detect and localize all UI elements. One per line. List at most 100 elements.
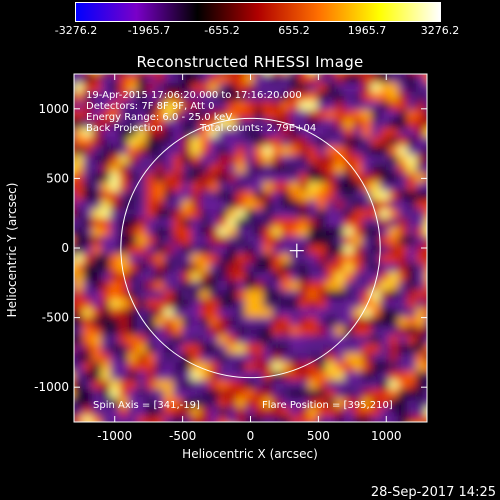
heatmap-cell bbox=[191, 245, 201, 255]
colorbar-tick-label: -655.2 bbox=[204, 24, 240, 37]
heatmap-cell bbox=[398, 119, 408, 129]
heatmap-cell bbox=[92, 344, 102, 354]
heatmap-cell bbox=[335, 407, 345, 417]
heatmap-cell bbox=[119, 200, 129, 210]
heatmap-cell bbox=[317, 317, 327, 327]
heatmap-cell bbox=[380, 92, 390, 102]
heatmap-cell bbox=[281, 317, 291, 327]
heatmap-cell bbox=[164, 380, 174, 390]
heatmap-cell bbox=[272, 218, 282, 228]
heatmap-cell bbox=[380, 155, 390, 165]
spin-axis-annotation: Spin Axis = [341,-19] bbox=[93, 400, 200, 411]
heatmap-cell bbox=[308, 398, 318, 408]
heatmap-cell bbox=[317, 389, 327, 399]
heatmap-cell bbox=[209, 155, 219, 165]
heatmap-cell bbox=[398, 209, 408, 219]
heatmap-cell bbox=[407, 407, 417, 417]
heatmap-cell bbox=[182, 227, 192, 237]
heatmap-cell bbox=[317, 164, 327, 174]
heatmap-cell bbox=[164, 218, 174, 228]
heatmap-cell bbox=[200, 164, 210, 174]
heatmap-cell bbox=[290, 317, 300, 327]
heatmap-cell bbox=[362, 182, 372, 192]
heatmap-cell bbox=[389, 209, 399, 219]
heatmap-cell bbox=[326, 83, 336, 93]
heatmap-cell bbox=[407, 128, 417, 138]
heatmap-cell bbox=[434, 155, 444, 165]
heatmap-cell bbox=[128, 209, 138, 219]
heatmap-cell bbox=[209, 353, 219, 363]
heatmap-cell bbox=[128, 173, 138, 183]
colorbar-tick-label: 655.2 bbox=[278, 24, 310, 37]
heatmap-cell bbox=[299, 92, 309, 102]
heatmap-cell bbox=[119, 182, 129, 192]
heatmap-cell bbox=[425, 227, 427, 237]
heatmap-cell bbox=[218, 173, 228, 183]
heatmap-cell bbox=[371, 218, 381, 228]
heatmap-cell bbox=[290, 191, 300, 201]
heatmap-cell bbox=[92, 119, 102, 129]
heatmap-cell bbox=[92, 155, 102, 165]
heatmap-cell bbox=[434, 128, 444, 138]
heatmap-cell bbox=[353, 299, 363, 309]
heatmap-cell bbox=[155, 299, 165, 309]
heatmap-cell bbox=[398, 191, 408, 201]
heatmap-cell bbox=[326, 407, 336, 417]
heatmap-cell bbox=[146, 83, 156, 93]
heatmap-cell bbox=[200, 146, 210, 156]
heatmap-cell bbox=[362, 200, 372, 210]
heatmap-cell bbox=[128, 344, 138, 354]
heatmap-cell bbox=[425, 371, 427, 381]
heatmap-cell bbox=[92, 209, 102, 219]
heatmap-cell bbox=[380, 218, 390, 228]
heatmap-cell bbox=[317, 344, 327, 354]
heatmap-cell bbox=[110, 137, 120, 147]
heatmap-cell bbox=[389, 308, 399, 318]
heatmap-cell bbox=[434, 173, 444, 183]
heatmap-cell bbox=[92, 173, 102, 183]
heatmap-cell bbox=[326, 299, 336, 309]
heatmap-cell bbox=[335, 263, 345, 273]
heatmap-cell bbox=[164, 191, 174, 201]
heatmap-cell bbox=[425, 317, 427, 327]
heatmap-cell bbox=[137, 155, 147, 165]
heatmap-cell bbox=[164, 335, 174, 345]
heatmap-cell bbox=[182, 83, 192, 93]
heatmap-cell bbox=[119, 335, 129, 345]
heatmap-cell bbox=[407, 326, 417, 336]
heatmap-cell bbox=[317, 308, 327, 318]
heatmap-cell bbox=[272, 128, 282, 138]
heatmap-cell bbox=[353, 263, 363, 273]
heatmap-cell bbox=[155, 371, 165, 381]
heatmap-cell bbox=[245, 182, 255, 192]
heatmap-cell bbox=[281, 425, 291, 435]
heatmap-cell bbox=[164, 272, 174, 282]
heatmap-cell bbox=[74, 353, 84, 363]
heatmap-cell bbox=[389, 371, 399, 381]
heatmap-cell bbox=[200, 308, 210, 318]
heatmap-cell bbox=[110, 110, 120, 120]
heatmap-cell bbox=[227, 227, 237, 237]
heatmap-cell bbox=[263, 389, 273, 399]
heatmap-cell bbox=[164, 263, 174, 273]
heatmap-cell bbox=[416, 263, 426, 273]
heatmap-cell bbox=[182, 335, 192, 345]
heatmap-cell bbox=[335, 416, 345, 422]
heatmap-cell bbox=[110, 218, 120, 228]
heatmap-cell bbox=[344, 362, 354, 372]
heatmap-cell bbox=[326, 164, 336, 174]
heatmap-cell bbox=[137, 290, 147, 300]
heatmap-cell bbox=[290, 209, 300, 219]
colorbar-gradient bbox=[76, 3, 440, 21]
heatmap-cell bbox=[389, 398, 399, 408]
heatmap-cell bbox=[416, 317, 426, 327]
heatmap-cell bbox=[191, 353, 201, 363]
heatmap-cell bbox=[299, 317, 309, 327]
heatmap-cell bbox=[353, 146, 363, 156]
heatmap-cell bbox=[299, 227, 309, 237]
heatmap-cell bbox=[101, 344, 111, 354]
heatmap-cell bbox=[362, 128, 372, 138]
heatmap-cell bbox=[200, 317, 210, 327]
heatmap-cell bbox=[74, 389, 84, 399]
heatmap-cell bbox=[92, 326, 102, 336]
